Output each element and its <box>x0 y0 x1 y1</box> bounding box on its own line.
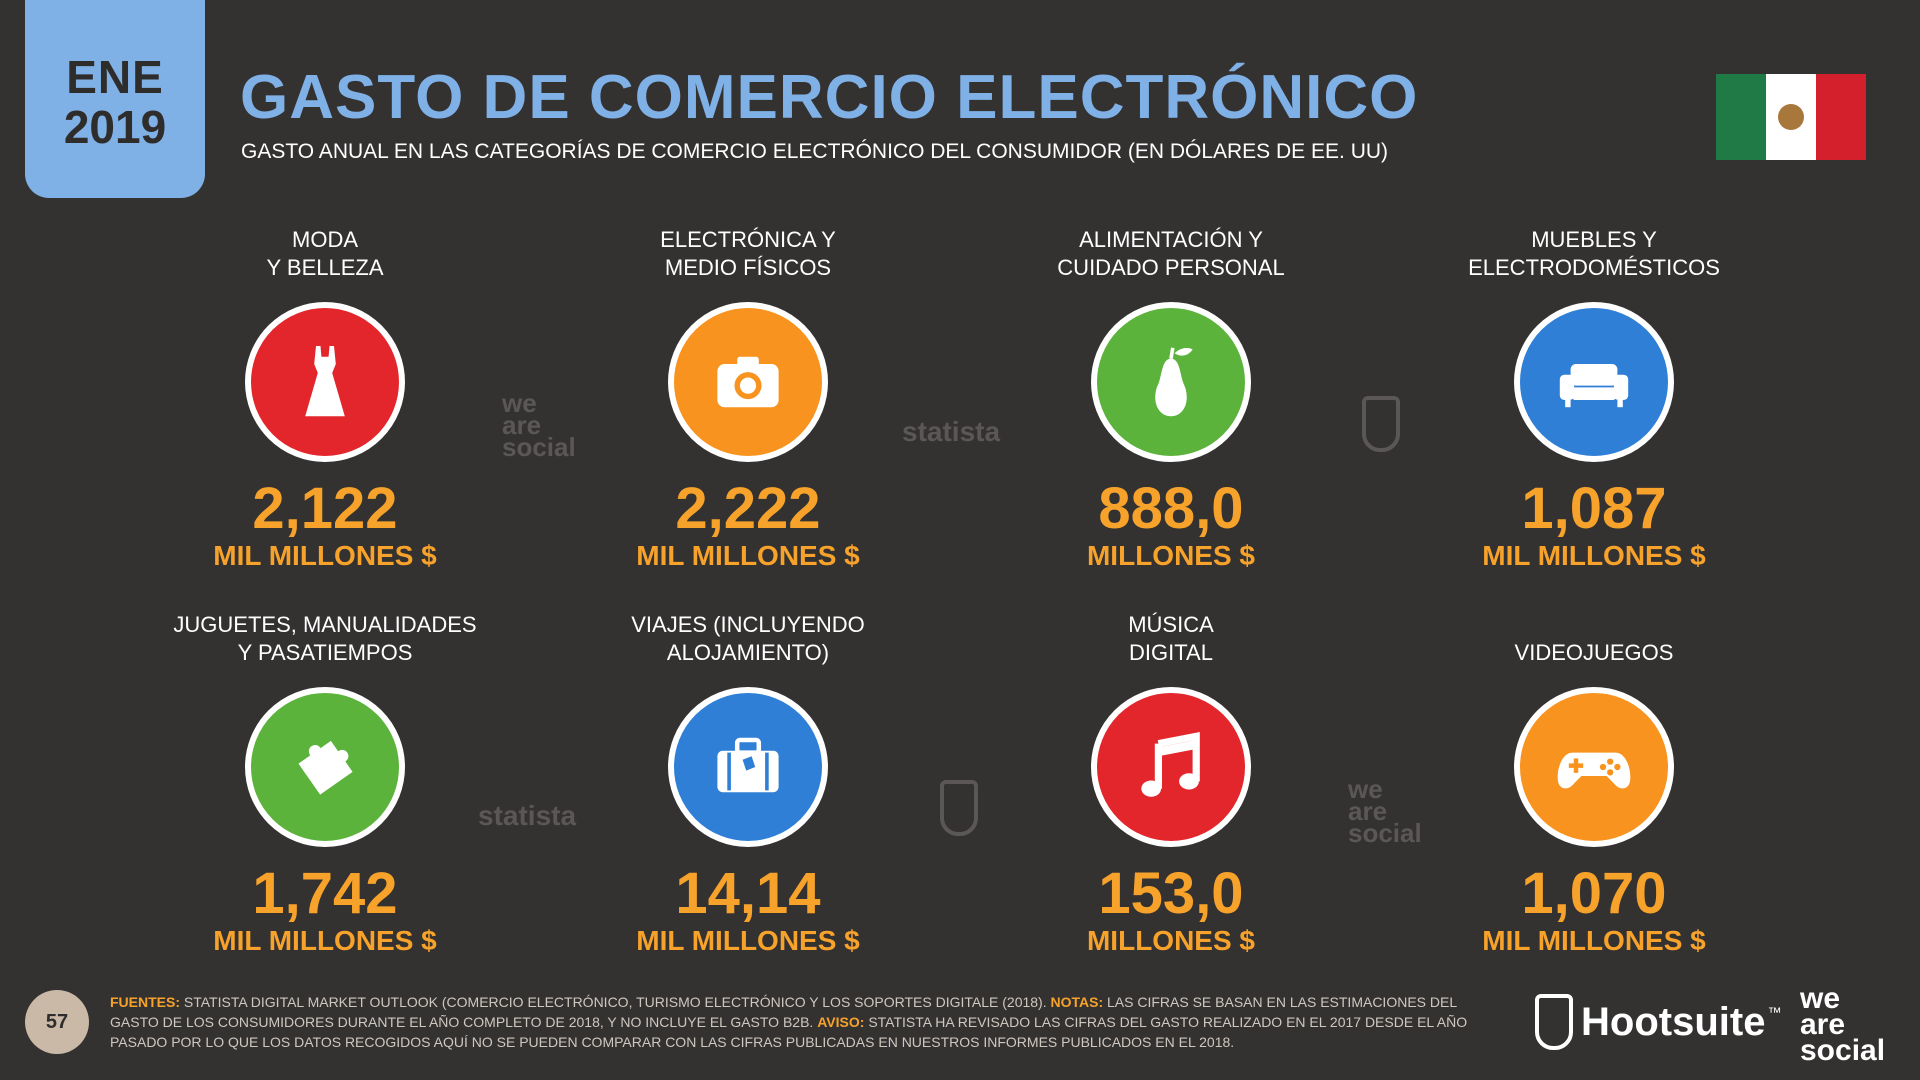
we-are-social-logo: we are social <box>1800 982 1886 1067</box>
category-value: 888,0 <box>1098 476 1244 541</box>
mexico-flag-icon <box>1716 74 1866 160</box>
category-food: ALIMENTACIÓN Y CUIDADO PERSONAL 888,0 MIL… <box>961 222 1381 572</box>
category-value: 1,070 <box>1521 861 1667 926</box>
footnote: FUENTES: STATISTA DIGITAL MARKET OUTLOOK… <box>110 994 1468 1050</box>
date-tab: ENE 2019 <box>25 0 205 198</box>
category-value: 14,14 <box>675 861 821 926</box>
suitcase-icon <box>668 687 828 847</box>
category-value: 153,0 <box>1098 861 1244 926</box>
category-value: 1,742 <box>252 861 398 926</box>
category-unit: MIL MILLONES $ <box>1482 925 1706 956</box>
camera-icon <box>668 302 828 462</box>
page-title: GASTO DE COMERCIO ELECTRÓNICO <box>240 63 1419 132</box>
category-unit: MIL MILLONES $ <box>213 540 437 571</box>
gamepad-icon <box>1514 687 1674 847</box>
we-are-social-watermark: we are social <box>502 388 576 462</box>
statista-watermark-2: statista <box>478 800 577 831</box>
sofa-icon <box>1514 302 1674 462</box>
puzzle-icon <box>245 687 405 847</box>
category-electronics: ELECTRÓNICA Y MEDIO FÍSICOS 2,222 MIL MIL… <box>538 222 958 572</box>
owl-watermark-icon <box>1362 396 1400 452</box>
we-are-social-watermark-2: we are social <box>1348 774 1422 848</box>
category-furniture: MUEBLES Y ELECTRODOMÉSTICOS 1,087 MIL MIL… <box>1384 222 1804 572</box>
category-unit: MIL MILLONES $ <box>636 925 860 956</box>
page-number: 57 <box>25 990 89 1054</box>
category-unit: MIL MILLONES $ <box>213 925 437 956</box>
owl-watermark-icon-2 <box>940 780 978 836</box>
category-music: MÚSICA DIGITAL 153,0 MILLONES $ <box>961 607 1381 957</box>
category-toys: JUGUETES, MANUALIDADES Y PASATIEMPOS 1,74… <box>115 607 535 957</box>
hootsuite-logo: Hootsuite ™ <box>1535 994 1781 1050</box>
dress-icon <box>245 302 405 462</box>
pear-icon <box>1091 302 1251 462</box>
category-unit: MILLONES $ <box>1086 540 1255 571</box>
statista-watermark: statista <box>902 416 1001 447</box>
category-videogames: VIDEOJUEGOS 1,070 MIL MILLONES $ <box>1384 607 1804 957</box>
category-value: 2,222 <box>675 476 821 541</box>
category-travel: VIAJES (INCLUYENDO ALOJAMIENTO) 14,14 MIL… <box>538 607 958 957</box>
category-value: 2,122 <box>252 476 398 541</box>
category-value: 1,087 <box>1521 476 1667 541</box>
date-month: ENE <box>66 51 164 103</box>
category-unit: MILLONES $ <box>1086 925 1255 956</box>
hootsuite-owl-icon <box>1535 994 1573 1050</box>
date-year: 2019 <box>63 101 167 153</box>
category-fashion: MODA Y BELLEZA 2,122 MIL MILLONES $ <box>115 222 535 572</box>
category-unit: MIL MILLONES $ <box>1482 540 1706 571</box>
category-unit: MIL MILLONES $ <box>636 540 860 571</box>
page-subtitle: GASTO ANUAL EN LAS CATEGORÍAS DE COMERCI… <box>241 140 1389 163</box>
music-note-icon <box>1091 687 1251 847</box>
